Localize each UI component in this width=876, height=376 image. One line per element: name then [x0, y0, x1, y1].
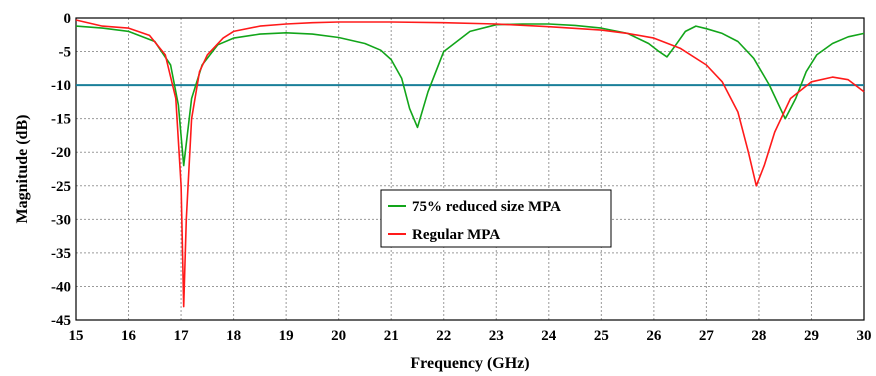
- legend: 75% reduced size MPA Regular MPA: [380, 189, 612, 248]
- y-tick-label: -5: [59, 45, 72, 61]
- x-tick-labels: 15 16 17 18 19 20 21 22 23 24 25 26 27 28 29 30: [69, 328, 872, 344]
- plot-area-border: [75, 17, 865, 321]
- x-tick-label: 29: [804, 328, 819, 344]
- x-tick-label: 25: [594, 328, 609, 344]
- y-tick-label: -40: [51, 279, 71, 295]
- series-line-regular-mpa: [75, 19, 865, 308]
- grid-lines: [76, 18, 864, 320]
- x-tick-label: 18: [226, 328, 241, 344]
- x-tick-label: 27: [699, 328, 715, 344]
- y-tick-label: -20: [51, 145, 71, 161]
- y-axis-label: Magnitude (dB): [14, 115, 31, 224]
- legend-label-regular-mpa: Regular MPA: [412, 227, 500, 243]
- x-tick-label: 19: [279, 328, 294, 344]
- x-tick-label: 21: [384, 328, 399, 344]
- x-tick-label: 30: [857, 328, 872, 344]
- y-tick-labels: 0 -5 -10 -15 -20 -25 -30 -35 -40 -45: [51, 11, 71, 329]
- legend-label-reduced-mpa: 75% reduced size MPA: [412, 199, 561, 215]
- y-tick-label: -15: [51, 112, 71, 128]
- y-tick-label: 0: [64, 11, 72, 27]
- x-axis-label: Frequency (GHz): [410, 355, 529, 372]
- legend-box: [380, 189, 612, 248]
- y-tick-label: -45: [51, 313, 71, 329]
- x-tick-label: 15: [69, 328, 84, 344]
- y-tick-label: -35: [51, 246, 71, 262]
- x-tick-label: 20: [331, 328, 346, 344]
- x-tick-label: 16: [121, 328, 137, 344]
- x-tick-label: 22: [436, 328, 451, 344]
- x-tick-label: 24: [541, 328, 557, 344]
- x-tick-label: 17: [174, 328, 190, 344]
- series-lines: [75, 19, 865, 308]
- y-tick-label: -25: [51, 179, 71, 195]
- x-tick-label: 26: [646, 328, 662, 344]
- y-tick-label: -10: [51, 78, 71, 94]
- x-tick-label: 28: [751, 328, 766, 344]
- y-tick-label: -30: [51, 212, 71, 228]
- x-tick-label: 23: [489, 328, 504, 344]
